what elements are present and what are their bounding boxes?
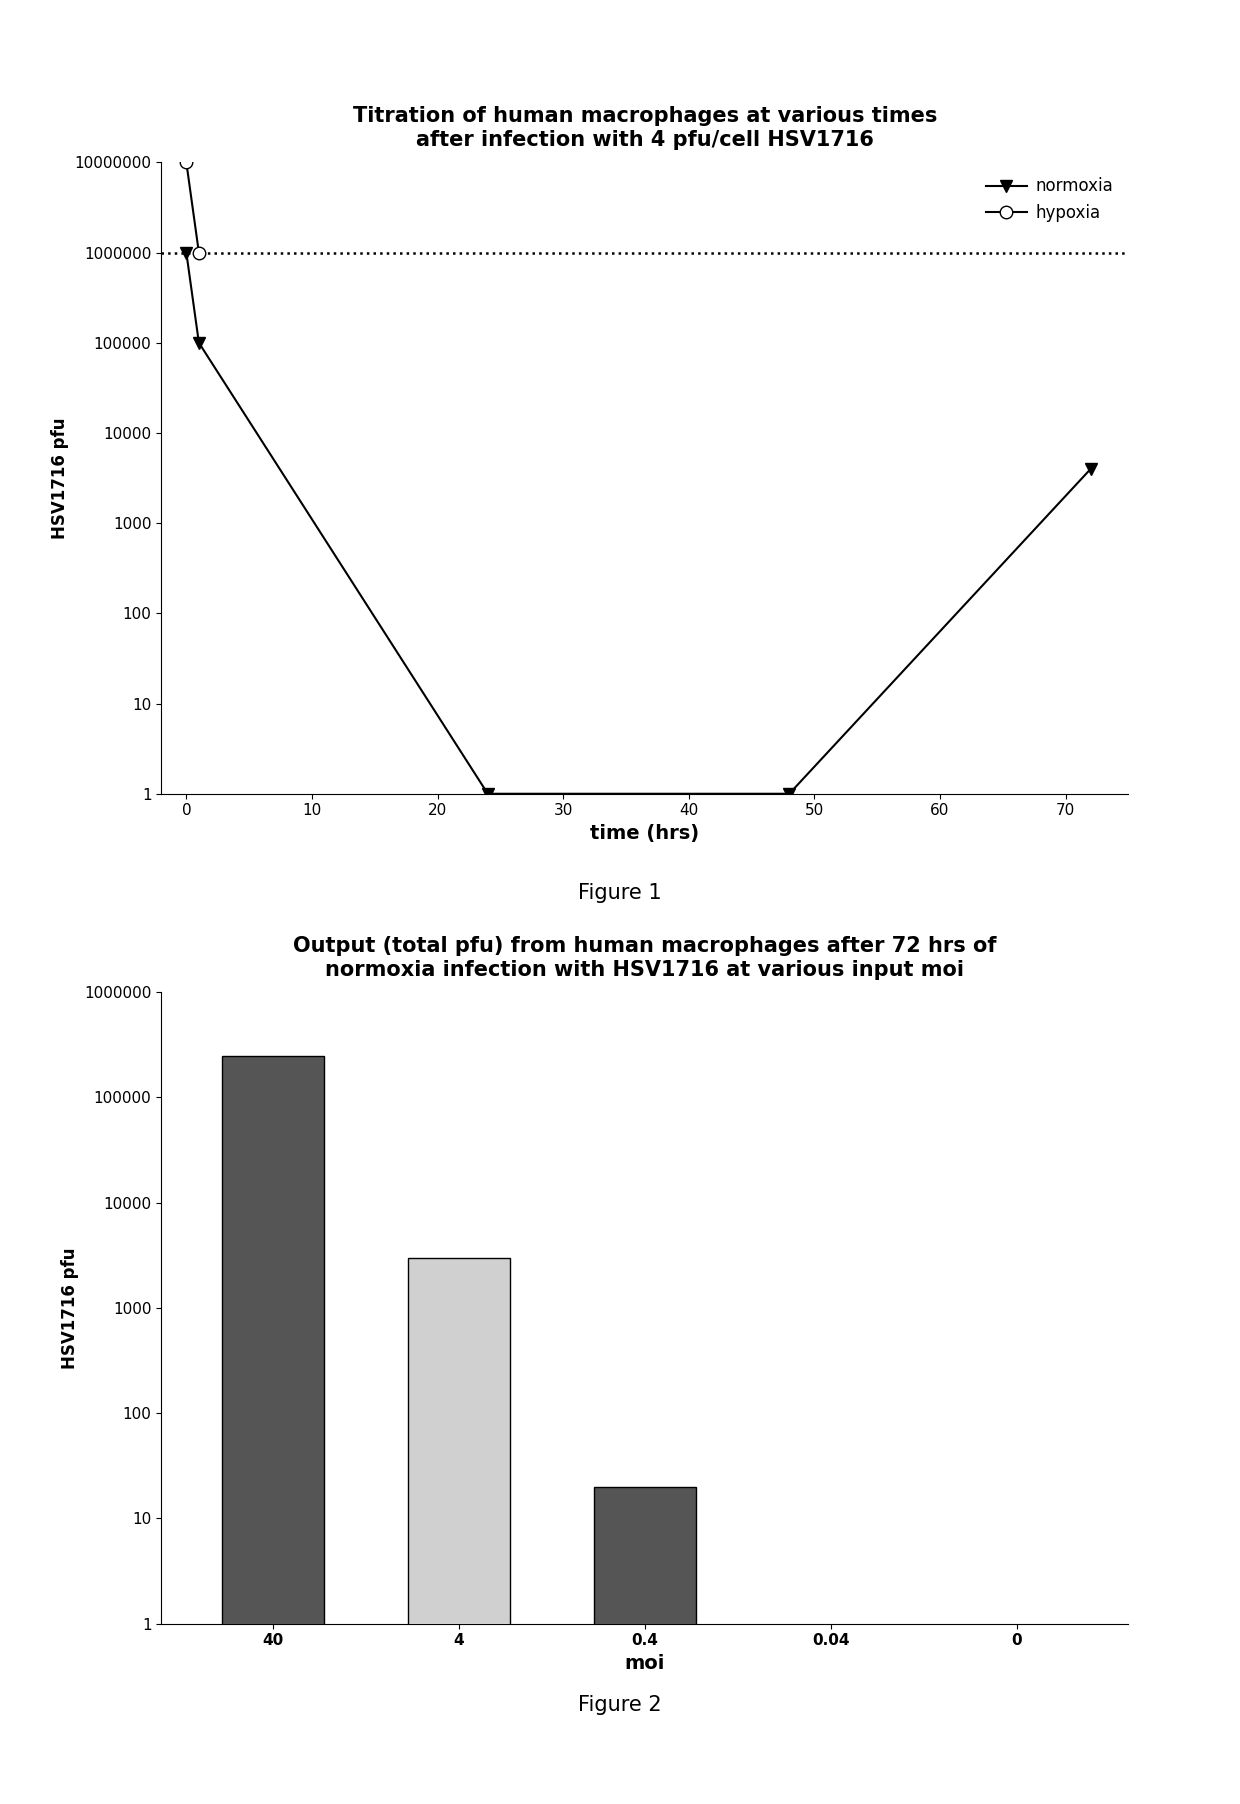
Y-axis label: HSV1716 pfu: HSV1716 pfu [61,1247,78,1369]
Bar [222,1055,324,1804]
normoxia [179,242,193,263]
Title: Output (total pfu) from human macrophages after 72 hrs of
normoxia infection wit: Output (total pfu) from human macrophage… [293,936,997,980]
Line: normoxia: normoxia [180,247,1097,799]
Text: Figure 1: Figure 1 [578,882,662,904]
Title: Titration of human macrophages at various times
after infection with 4 pfu/cell : Titration of human macrophages at variou… [352,106,937,150]
normoxia [1084,458,1099,480]
X-axis label: time (hrs): time (hrs) [590,824,699,842]
X-axis label: moi: moi [625,1654,665,1672]
normoxia [781,783,796,805]
Bar [594,1486,696,1804]
normoxia [191,332,206,354]
Y-axis label: HSV1716 pfu: HSV1716 pfu [51,417,69,539]
Text: Figure 2: Figure 2 [578,1694,662,1716]
Legend: normoxia, hypoxia: normoxia, hypoxia [980,171,1120,229]
Bar [408,1257,510,1804]
normoxia [480,783,495,805]
